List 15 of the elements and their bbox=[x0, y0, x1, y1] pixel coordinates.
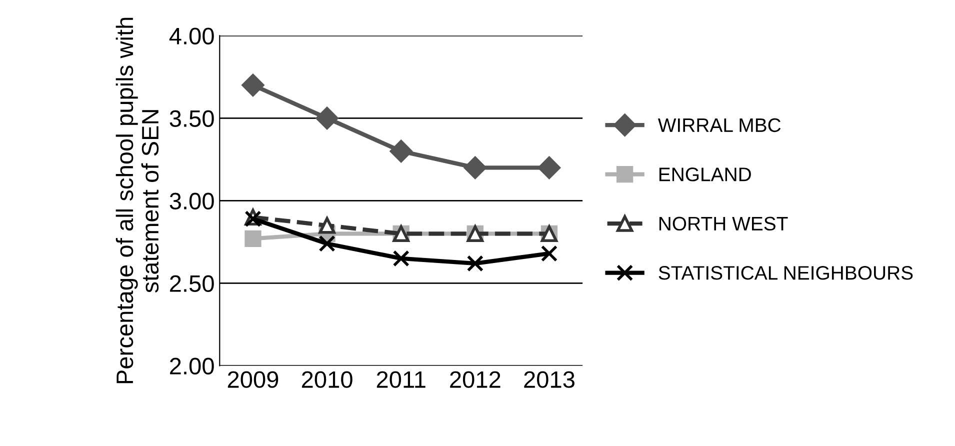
x-tick-label: 2009 bbox=[228, 371, 278, 388]
y-tick-label: 3.50 bbox=[170, 110, 214, 127]
legend-label: STATISTICAL NEIGHBOURS bbox=[658, 266, 913, 280]
y-tick-label: 2.00 bbox=[170, 358, 214, 375]
x-tick-label: 2011 bbox=[376, 371, 426, 388]
legend-label: NORTH WEST bbox=[659, 216, 788, 231]
x-tick-label: 2013 bbox=[524, 371, 574, 388]
y-axis-title: Percentage of all school pupils with statement of SEN bbox=[116, 18, 159, 384]
legend-label: WIRRAL MBC bbox=[658, 118, 781, 132]
y-tick-label: 3.00 bbox=[170, 192, 214, 210]
x-tick-label: 2010 bbox=[302, 371, 352, 388]
y-tick-label: 4.00 bbox=[169, 28, 214, 44]
legend-label: ENGLAND bbox=[659, 168, 751, 182]
y-tick-label: 2.50 bbox=[170, 275, 214, 292]
x-tick-label: 2012 bbox=[450, 371, 500, 388]
